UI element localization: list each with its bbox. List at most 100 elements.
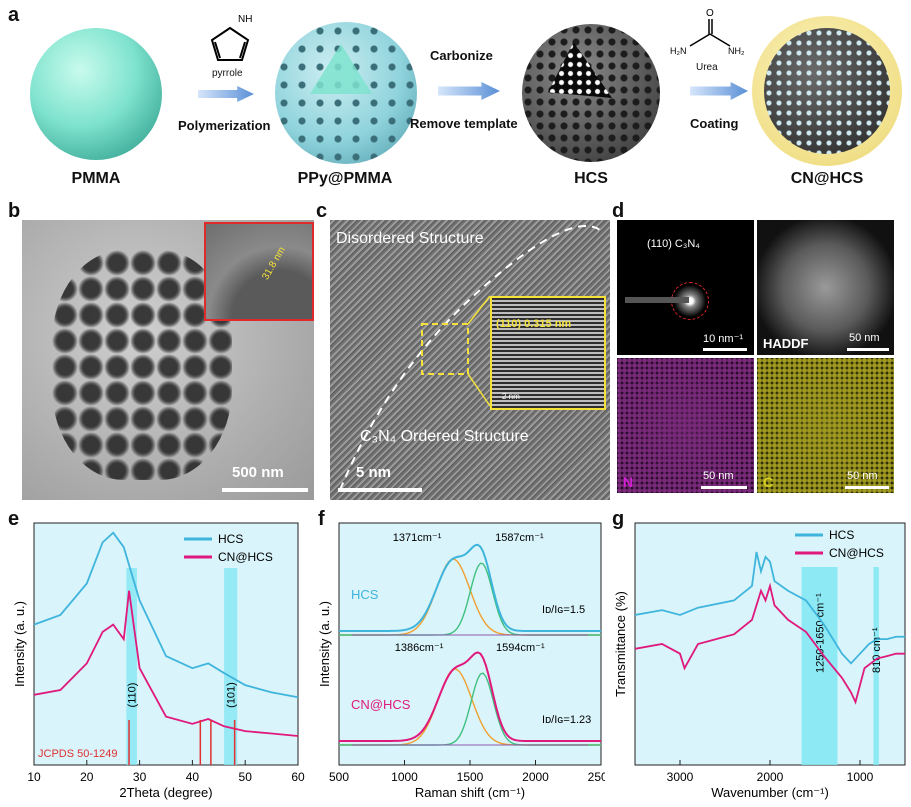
raman-chart: 500 1000 1500 2000 2500 Raman shift (cm⁻¹) Int… <box>317 522 605 800</box>
raman-g-peak-label: 1594cm⁻¹ <box>496 642 545 654</box>
x-tick-label: 20 <box>80 770 94 784</box>
x-axis-label: 2Theta (degree) <box>119 785 212 800</box>
urea-structure-icon: O H₂N NH₂ <box>670 8 745 56</box>
saed-scale-label: 10 nm⁻¹ <box>703 333 744 345</box>
xrd-series-cn-hcs <box>33 590 299 737</box>
panel-label-c: c <box>316 200 328 222</box>
beam-stop <box>625 297 689 303</box>
x-tick-label: 1000 <box>391 770 418 784</box>
xrd-band-label: (110) <box>127 683 139 708</box>
step-remove-template-label: Remove template <box>410 116 518 131</box>
pyrrole-structure-icon: NH <box>210 14 252 61</box>
inset-lattice-label: (110) 0.315 nm <box>496 318 572 330</box>
phase-boundary <box>339 225 601 491</box>
x-tick-label: 500 <box>329 770 349 784</box>
x-tick-label: 10 <box>27 770 41 784</box>
raman-intensity-ratio: Iᴅ/Iɢ=1.23 <box>542 714 591 726</box>
ftir-band-label: 810 cm⁻¹ <box>871 627 883 673</box>
c-map-label: C <box>763 474 774 490</box>
hrtem-inset: (110) 0.315 nm 2 nm <box>490 296 606 410</box>
step-carbonize-label: Carbonize <box>430 48 493 63</box>
x-tick-label: 1000 <box>847 770 874 784</box>
xrd-chart: 10 20 30 40 50 60 2Theta (degree) Intensity (a.… <box>12 522 305 800</box>
c-map-scale-bar <box>845 486 889 489</box>
x-tick-label: 2000 <box>757 770 784 784</box>
reference-label: JCPDS 50-1249 <box>38 748 118 760</box>
material-pmma: PMMA <box>71 170 121 187</box>
legend-label: CN@HCS <box>829 546 884 560</box>
xrd-series-hcs <box>33 531 299 699</box>
hrtem-image-c: Disordered Structure (110) 0.315 nm 2 nm… <box>330 220 610 500</box>
step-pyrrole-label: pyrrole <box>212 68 243 79</box>
plot-area <box>33 522 299 766</box>
saed-plane-label: (110) C₃N₄ <box>647 238 700 250</box>
ftir-chart: 3000 2000 1000 Wavenumber (cm⁻¹) Transmittan… <box>613 522 906 800</box>
panel-label-a: a <box>8 4 20 26</box>
raman-g-peak-label: 1587cm⁻¹ <box>495 532 544 544</box>
y-axis-label: Intensity (a. u.) <box>12 601 27 687</box>
disordered-label: Disordered Structure <box>336 230 484 247</box>
raman-series-name: CN@HCS <box>351 697 411 712</box>
panel-label-f: f <box>318 508 325 530</box>
ftir-series-cn-hcs <box>634 582 905 705</box>
haddf-scale-label: 50 nm <box>849 332 880 344</box>
ftir-band-label: 1250-1650 cm⁻¹ <box>815 593 827 673</box>
x-tick-label: 60 <box>291 770 305 784</box>
raman-d-peak-label: 1386cm⁻¹ <box>395 642 444 654</box>
raman-intensity-ratio: Iᴅ/Iɢ=1.5 <box>542 604 585 616</box>
n-map-scale-label: 50 nm <box>703 470 734 482</box>
h2n-label: H₂N <box>670 46 687 56</box>
haddf-scale-bar <box>847 348 889 351</box>
y-axis-label: Intensity (a. u.) <box>317 601 332 687</box>
arrow-right-icon <box>198 86 254 102</box>
saed-image: (110) C₃N₄ 10 nm⁻¹ <box>617 220 754 355</box>
inset-scale-label: 2 nm <box>502 392 520 401</box>
saed-scale-bar <box>703 348 747 351</box>
nh2-label: NH₂ <box>728 46 745 56</box>
raman-d-peak-label: 1371cm⁻¹ <box>393 532 442 544</box>
cn-hcs-core <box>764 28 890 154</box>
raman-series-name: HCS <box>351 587 379 602</box>
n-map-image: N 50 nm <box>617 358 754 493</box>
arrow-right-icon <box>438 82 500 100</box>
c-map-image: C 50 nm <box>757 358 894 493</box>
tem-inset: 31.8 nm <box>204 222 314 321</box>
panel-label-g: g <box>612 508 625 530</box>
haddf-label: HADDF <box>763 336 809 351</box>
tem-image-b: 31.8 nm 500 nm <box>22 220 314 500</box>
ordered-label: C₃N₄ Ordered Structure <box>360 428 529 445</box>
ftir-series-hcs <box>634 551 905 665</box>
x-tick-label: 30 <box>133 770 147 784</box>
panel-label-d: d <box>612 200 625 222</box>
y-axis-label: Transmittance (%) <box>613 591 628 697</box>
xrd-band-label: (101) <box>226 682 238 708</box>
step-coating-label: Coating <box>690 116 739 131</box>
x-axis-label: Raman shift (cm⁻¹) <box>415 785 525 800</box>
x-tick-label: 2500 <box>588 770 605 784</box>
nh-label: NH <box>238 14 252 25</box>
n-map-scale-bar <box>701 486 747 489</box>
x-tick-label: 40 <box>186 770 200 784</box>
material-cn-hcs: CN@HCS <box>790 170 864 187</box>
n-map-label: N <box>623 474 634 490</box>
material-hcs: HCS <box>574 170 608 187</box>
ftir-band <box>873 567 879 765</box>
raman-series-hcs <box>339 543 601 632</box>
scale-bar-b <box>222 488 308 492</box>
panel-label-b: b <box>8 200 21 222</box>
scale-label-b: 500 nm <box>232 464 284 481</box>
x-tick-label: 2000 <box>522 770 549 784</box>
x-axis-label: Wavenumber (cm⁻¹) <box>711 785 829 800</box>
step-polymerization-label: Polymerization <box>178 118 271 133</box>
scale-bar-c <box>338 488 422 492</box>
legend-label: CN@HCS <box>218 550 273 564</box>
x-tick-label: 50 <box>239 770 253 784</box>
material-ppy-pmma: PPy@PMMA <box>297 170 393 187</box>
x-tick-label: 1500 <box>457 770 484 784</box>
plot-area <box>338 522 602 766</box>
xrd-band <box>126 568 137 765</box>
x-tick-label: 3000 <box>667 770 694 784</box>
o-label: O <box>706 8 714 19</box>
panel-label-e: e <box>8 508 20 530</box>
xrd-band <box>224 568 238 765</box>
